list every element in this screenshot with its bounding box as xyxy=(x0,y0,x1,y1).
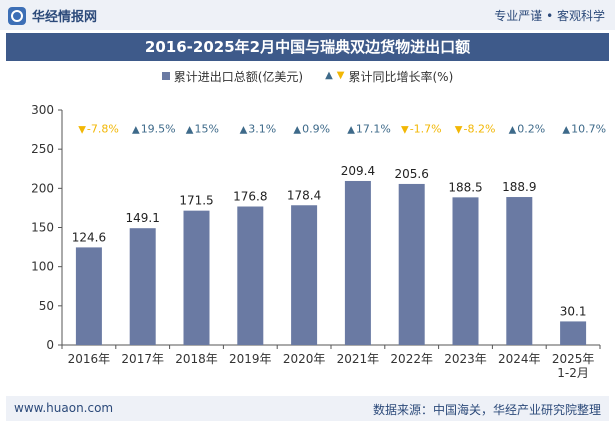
bar xyxy=(75,247,102,345)
bar xyxy=(291,205,318,345)
bar xyxy=(183,210,210,345)
bar xyxy=(129,228,156,345)
growth-rate-label: 19.5% xyxy=(141,123,176,136)
bar-value-label: 209.4 xyxy=(341,164,375,178)
legend-total-label: 累计进出口总额(亿美元) xyxy=(173,69,304,84)
bar xyxy=(560,321,587,345)
legend-item-growth: ▲ ▼ 累计同比增长率(%) xyxy=(325,68,453,85)
y-tick-label: 300 xyxy=(31,103,54,117)
bar-value-label: 178.4 xyxy=(287,188,321,202)
growth-rate-label: -7.8% xyxy=(87,123,119,136)
legend-item-total: 累计进出口总额(亿美元) xyxy=(161,68,304,85)
growth-up-triangle-icon: ▲ xyxy=(347,125,355,136)
bar-value-label: 188.9 xyxy=(502,180,536,194)
x-tick-label: 1-2月 xyxy=(557,366,589,380)
growth-up-triangle-icon: ▲ xyxy=(562,125,570,136)
x-tick-label: 2024年 xyxy=(498,352,541,366)
growth-up-triangle-icon: ▲ xyxy=(240,125,248,136)
x-tick-label: 2021年 xyxy=(337,352,380,366)
growth-rate-label: -8.2% xyxy=(464,123,496,136)
bar xyxy=(344,180,371,345)
bar-value-label: 176.8 xyxy=(233,190,267,204)
footer-source: 数据来源：中国海关，华经产业研究院整理 xyxy=(372,403,601,417)
growth-rate-label: 0.2% xyxy=(517,123,545,136)
growth-down-triangle-icon: ▼ xyxy=(455,125,463,136)
x-tick-label: 2017年 xyxy=(121,352,164,366)
growth-rate-label: 17.1% xyxy=(356,123,391,136)
growth-rate-label: 3.1% xyxy=(248,123,276,136)
legend-up-triangle-icon: ▲ xyxy=(325,70,333,81)
y-tick-label: 250 xyxy=(31,142,54,156)
y-tick-label: 150 xyxy=(31,221,54,235)
growth-rate-label: 0.9% xyxy=(302,123,330,136)
top-bar: 华经情报网 专业严谨 • 客观科学 xyxy=(0,0,615,30)
x-tick-label: 2023年 xyxy=(444,352,487,366)
brand-name: 华经情报网 xyxy=(32,10,98,25)
y-tick-label: 100 xyxy=(31,260,54,274)
growth-up-triangle-icon: ▲ xyxy=(293,125,301,136)
growth-up-triangle-icon: ▲ xyxy=(509,125,517,136)
footer-website: www.huaon.com xyxy=(14,401,114,415)
chart-title: 2016-2025年2月中国与瑞典双边货物进出口额 xyxy=(6,33,609,61)
bar-chart: 0 50 100 150 200 250 300 124.6 149.1 171.5 176.8 17… xyxy=(31,103,606,380)
y-tick-label: 200 xyxy=(31,181,54,195)
x-tick-label: 2020年 xyxy=(283,352,326,366)
x-tick-label: 2016年 xyxy=(68,352,111,366)
bar xyxy=(452,197,479,345)
bar xyxy=(506,197,533,345)
footer: www.huaon.com 数据来源：中国海关，华经产业研究院整理 xyxy=(6,396,609,421)
x-tick-label: 2022年 xyxy=(390,352,433,366)
x-tick-label: 2018年 xyxy=(175,352,218,366)
x-tick-label: 2019年 xyxy=(229,352,272,366)
growth-up-triangle-icon: ▲ xyxy=(132,125,140,136)
growth-rate-label: 15% xyxy=(195,123,219,136)
growth-rate-label: -1.7% xyxy=(410,123,442,136)
y-tick-label: 50 xyxy=(39,299,54,313)
legend-growth-label: 累计同比增长率(%) xyxy=(348,69,454,84)
legend-bar-swatch xyxy=(161,72,170,80)
chart-legend: 累计进出口总额(亿美元) ▲ ▼ 累计同比增长率(%) xyxy=(0,66,615,86)
legend-down-triangle-icon: ▼ xyxy=(336,70,345,81)
growth-up-triangle-icon: ▲ xyxy=(186,125,194,136)
bar-value-label: 188.5 xyxy=(448,180,482,194)
x-tick-label: 2025年 xyxy=(552,352,595,366)
brand-logo-icon xyxy=(8,6,26,25)
bar-value-label: 171.5 xyxy=(179,194,213,208)
growth-down-triangle-icon: ▼ xyxy=(78,125,86,136)
brand: 华经情报网 xyxy=(8,6,97,25)
bar xyxy=(398,183,425,345)
growth-rate-label: 10.7% xyxy=(571,123,606,136)
bar xyxy=(237,206,264,345)
growth-down-triangle-icon: ▼ xyxy=(401,125,409,136)
bar-value-label: 124.6 xyxy=(72,230,106,244)
y-tick-label: 0 xyxy=(46,338,54,352)
bar-value-label: 205.6 xyxy=(395,167,429,181)
bar-value-label: 30.1 xyxy=(560,304,587,318)
bar-value-label: 149.1 xyxy=(126,211,160,225)
tagline: 专业严谨 • 客观科学 xyxy=(494,9,605,23)
